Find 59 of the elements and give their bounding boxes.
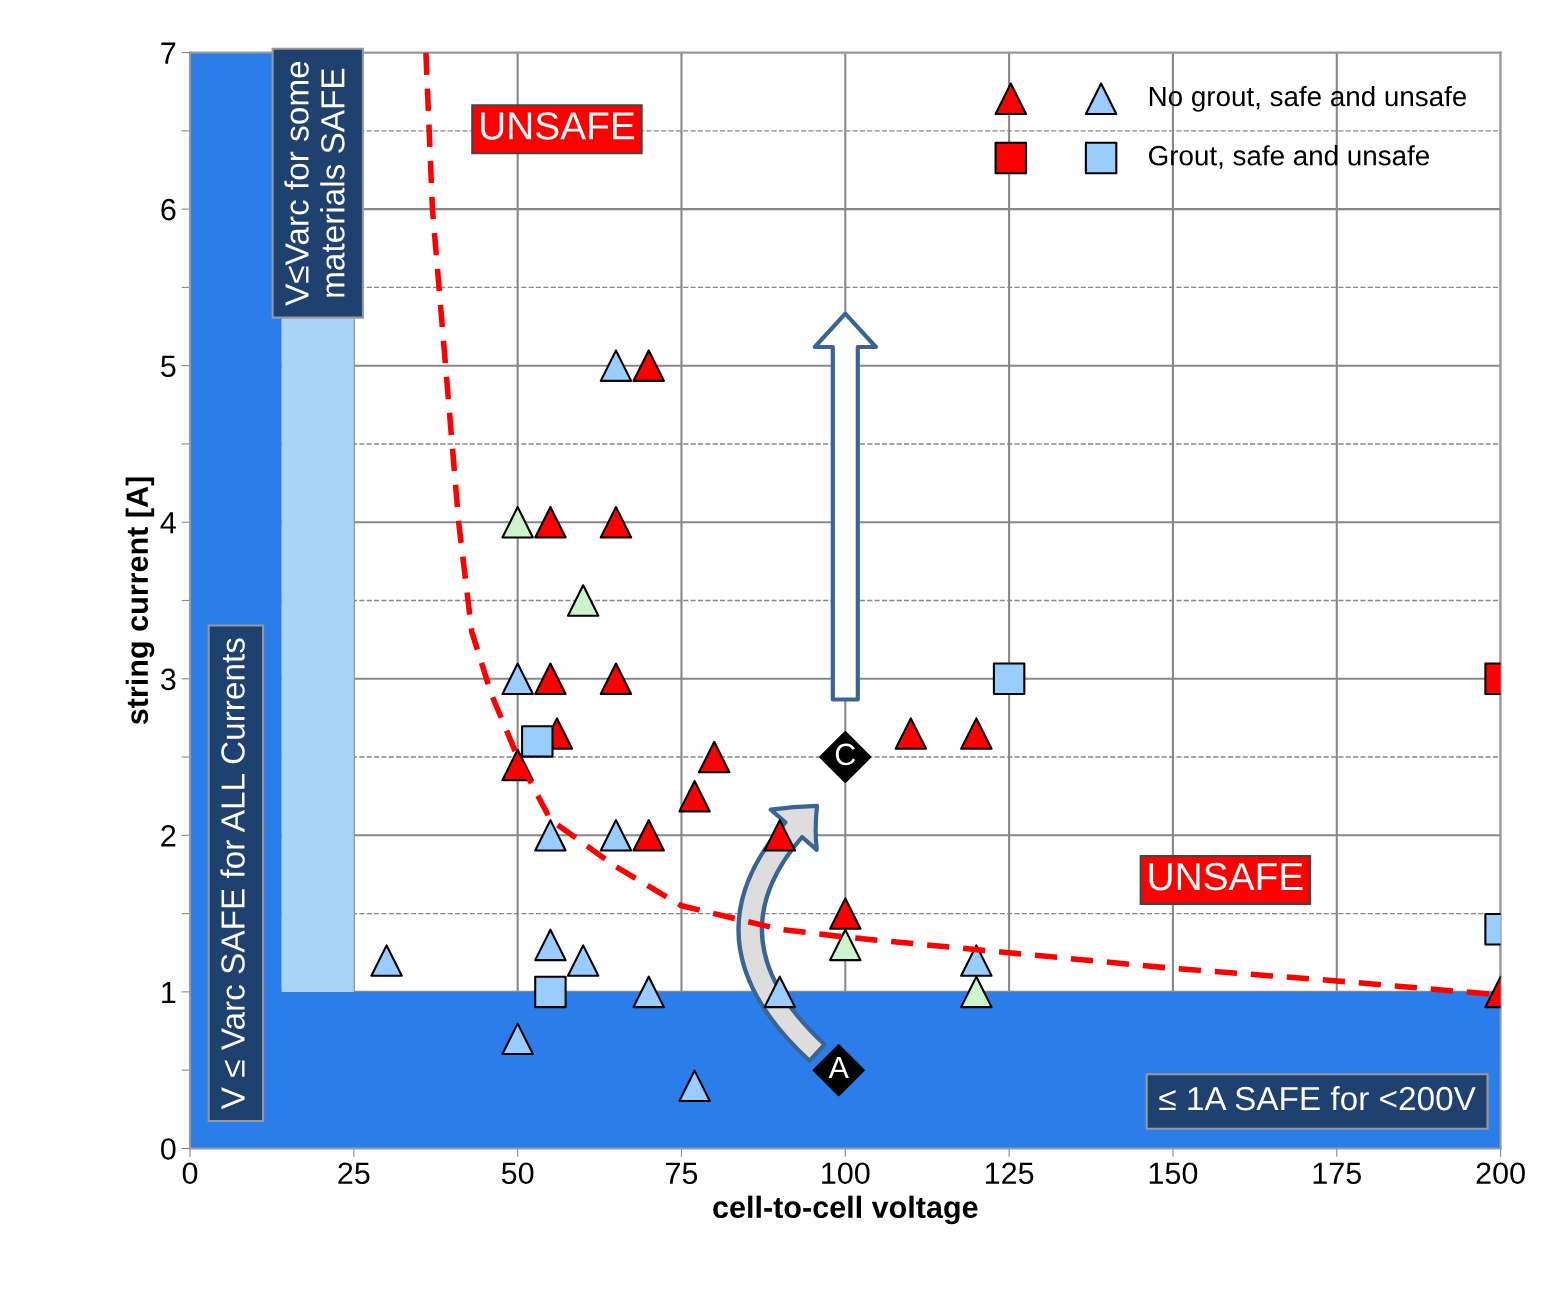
x-tick-label: 200 bbox=[1476, 1162, 1525, 1185]
point bbox=[534, 662, 567, 696]
point bbox=[599, 505, 633, 539]
x-tick-label: 50 bbox=[501, 1162, 534, 1185]
y-tick-label: 3 bbox=[160, 668, 176, 691]
point bbox=[501, 505, 534, 539]
y-tick-label: 2 bbox=[161, 825, 176, 847]
legend-label: Grout, safe and unsafe bbox=[1149, 145, 1429, 169]
x-axis-title: cell-to-cell voltage bbox=[713, 1195, 978, 1225]
x-tick-label: 150 bbox=[1149, 1162, 1198, 1185]
point bbox=[632, 819, 665, 852]
band-label: V ≤ Varc SAFE for ALL Currents bbox=[220, 638, 245, 1110]
point bbox=[763, 975, 797, 1009]
point bbox=[534, 819, 567, 852]
point bbox=[521, 725, 554, 758]
band-label: V≤Varc for some materials SAFE bbox=[284, 61, 345, 306]
point bbox=[960, 717, 993, 750]
point bbox=[534, 928, 567, 962]
data-label: A bbox=[828, 1057, 849, 1079]
y-tick-label: 7 bbox=[161, 42, 176, 64]
point bbox=[992, 662, 1026, 696]
point bbox=[534, 505, 567, 539]
y-tick-label: 1 bbox=[162, 981, 176, 1003]
y-tick-label: 5 bbox=[161, 355, 176, 378]
point bbox=[960, 944, 993, 977]
point bbox=[697, 740, 731, 774]
point bbox=[632, 975, 665, 1009]
point bbox=[829, 897, 862, 930]
point bbox=[566, 584, 600, 617]
data-label: C bbox=[835, 743, 856, 766]
point bbox=[599, 662, 633, 696]
point bbox=[894, 717, 928, 750]
x-tick-label: 75 bbox=[666, 1162, 698, 1185]
point bbox=[534, 975, 567, 1009]
y-tick-label: 0 bbox=[161, 1138, 176, 1160]
point bbox=[678, 1069, 711, 1103]
band-label: ≤ 1A SAFE for <200V bbox=[1159, 1085, 1476, 1111]
y-tick-label: 6 bbox=[161, 198, 176, 221]
point bbox=[599, 819, 633, 852]
point bbox=[370, 944, 403, 977]
x-tick-label: 0 bbox=[182, 1162, 198, 1185]
point bbox=[763, 819, 797, 852]
point bbox=[599, 349, 633, 382]
x-tick-label: 25 bbox=[338, 1162, 370, 1185]
legend-label: No grout, safe and unsafe bbox=[1149, 85, 1467, 112]
x-tick-label: 125 bbox=[985, 1162, 1034, 1185]
y-axis-title: string current [A] bbox=[125, 477, 155, 725]
x-tick-label: 175 bbox=[1313, 1162, 1361, 1185]
annotation: UNSAFE bbox=[481, 112, 635, 140]
point bbox=[632, 349, 665, 382]
y-tick-label: 4 bbox=[160, 512, 176, 534]
point bbox=[678, 779, 711, 813]
point bbox=[501, 662, 534, 696]
x-tick-label: 100 bbox=[822, 1162, 870, 1185]
point bbox=[566, 944, 600, 977]
point bbox=[501, 1022, 534, 1056]
point bbox=[960, 975, 993, 1009]
annotation: UNSAFE bbox=[1149, 862, 1303, 891]
point bbox=[829, 928, 862, 962]
